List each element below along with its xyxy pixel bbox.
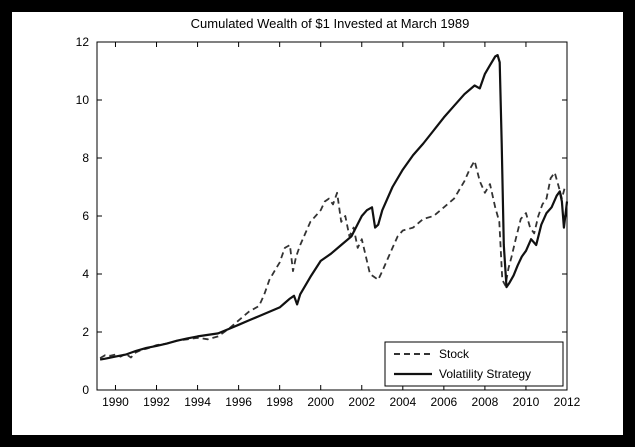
y-tick-label: 2 [82, 325, 89, 339]
legend-label-volatility-strategy: Volatility Strategy [439, 367, 531, 381]
chart-title: Cumulated Wealth of $1 Invested at March… [191, 16, 470, 31]
x-tick-label: 2004 [389, 395, 416, 409]
x-axis: 1990 1992 1994 1996 1998 2000 2002 2004 2006 2008… [102, 42, 581, 409]
x-tick-label: 2012 [554, 395, 581, 409]
x-tick-label: 1998 [266, 395, 293, 409]
x-tick-label: 1996 [225, 395, 252, 409]
x-tick-label: 2002 [348, 395, 375, 409]
x-tick-label: 2000 [307, 395, 334, 409]
series-layer [99, 54, 569, 361]
y-tick-label: 10 [76, 93, 90, 107]
x-tick-label: 1994 [184, 395, 211, 409]
x-tick-label: 2006 [431, 395, 458, 409]
plot-area [96, 41, 568, 391]
legend: Stock Volatility Strategy [384, 341, 564, 387]
legend-label-stock: Stock [439, 347, 470, 361]
y-tick-label: 0 [82, 383, 89, 397]
x-tick-label: 2008 [472, 395, 499, 409]
y-tick-label: 6 [82, 209, 89, 223]
x-tick-label: 1992 [143, 395, 170, 409]
y-tick-label: 4 [82, 267, 89, 281]
y-tick-label: 12 [76, 35, 90, 49]
y-tick-label: 8 [82, 151, 89, 165]
x-tick-label: 2010 [513, 395, 540, 409]
legend-box [384, 341, 564, 387]
series-line-volatility-strategy [99, 54, 569, 361]
x-tick-label: 1990 [102, 395, 129, 409]
